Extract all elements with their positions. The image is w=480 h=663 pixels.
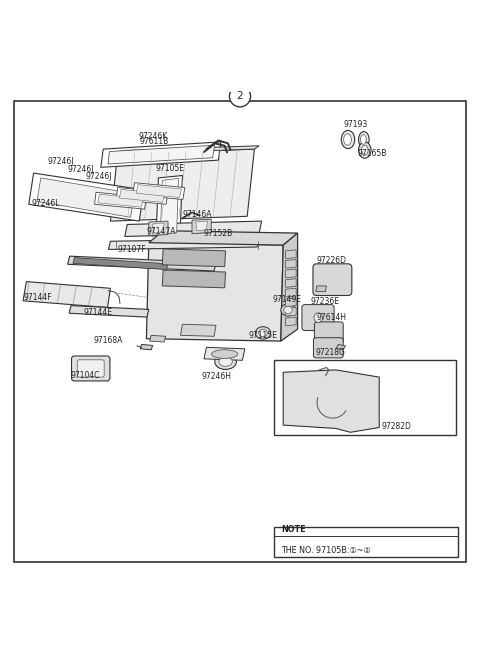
- Ellipse shape: [219, 357, 232, 366]
- Text: 97282D: 97282D: [382, 422, 411, 431]
- FancyBboxPatch shape: [314, 322, 343, 343]
- Text: NOTE: NOTE: [281, 525, 305, 534]
- Polygon shape: [286, 278, 296, 287]
- Polygon shape: [136, 184, 181, 198]
- Ellipse shape: [259, 330, 267, 337]
- FancyBboxPatch shape: [313, 264, 352, 296]
- Text: 97614H: 97614H: [317, 313, 347, 322]
- Polygon shape: [286, 259, 296, 268]
- Polygon shape: [118, 146, 259, 154]
- Polygon shape: [281, 233, 298, 341]
- FancyBboxPatch shape: [313, 337, 343, 358]
- Polygon shape: [146, 243, 283, 341]
- Text: 97246J: 97246J: [48, 157, 74, 166]
- Text: 97144E: 97144E: [84, 308, 113, 317]
- Text: 97168A: 97168A: [94, 336, 123, 345]
- Polygon shape: [69, 306, 149, 317]
- Polygon shape: [316, 286, 326, 292]
- Polygon shape: [68, 256, 216, 271]
- Text: 2: 2: [237, 91, 243, 101]
- Text: 97246J: 97246J: [85, 172, 112, 181]
- Polygon shape: [192, 219, 211, 233]
- Polygon shape: [116, 188, 168, 204]
- Text: 97218G: 97218G: [316, 349, 346, 357]
- Polygon shape: [153, 223, 164, 233]
- Bar: [274, 360, 456, 435]
- Polygon shape: [98, 194, 143, 207]
- Ellipse shape: [360, 135, 366, 145]
- Polygon shape: [286, 308, 296, 316]
- Polygon shape: [149, 231, 298, 245]
- FancyBboxPatch shape: [302, 304, 334, 331]
- Ellipse shape: [215, 354, 236, 369]
- Text: 97611B: 97611B: [139, 137, 168, 146]
- Ellipse shape: [281, 304, 295, 316]
- Ellipse shape: [359, 142, 371, 158]
- Text: THE NO. 97105B:①~②: THE NO. 97105B:①~②: [281, 546, 370, 555]
- Polygon shape: [150, 335, 166, 342]
- Text: 97246L: 97246L: [31, 199, 60, 208]
- Polygon shape: [204, 347, 245, 360]
- Text: 97149E: 97149E: [273, 294, 301, 304]
- Polygon shape: [140, 345, 153, 350]
- Polygon shape: [95, 192, 146, 209]
- Ellipse shape: [212, 350, 238, 359]
- Polygon shape: [286, 250, 296, 259]
- Text: 97104C: 97104C: [71, 371, 100, 381]
- Polygon shape: [283, 370, 379, 432]
- Text: 97246K: 97246K: [139, 132, 168, 141]
- Polygon shape: [162, 249, 226, 267]
- Text: 97147A: 97147A: [146, 227, 176, 237]
- Circle shape: [229, 86, 251, 107]
- Polygon shape: [286, 317, 296, 326]
- Ellipse shape: [359, 131, 369, 147]
- Polygon shape: [108, 239, 259, 249]
- Polygon shape: [286, 269, 296, 278]
- Polygon shape: [149, 221, 168, 235]
- Text: 97193: 97193: [343, 121, 368, 129]
- Ellipse shape: [314, 313, 323, 322]
- Text: 97107F: 97107F: [118, 245, 146, 254]
- Text: 97246H: 97246H: [201, 373, 231, 381]
- Text: 97115E: 97115E: [249, 331, 277, 339]
- Polygon shape: [29, 173, 144, 221]
- Ellipse shape: [284, 306, 292, 314]
- FancyBboxPatch shape: [77, 360, 104, 377]
- Ellipse shape: [344, 134, 351, 145]
- Text: 97144F: 97144F: [23, 293, 52, 302]
- Polygon shape: [37, 178, 134, 217]
- Polygon shape: [101, 142, 221, 167]
- Bar: [274, 527, 458, 557]
- Polygon shape: [23, 282, 110, 308]
- Polygon shape: [133, 183, 185, 200]
- Ellipse shape: [361, 145, 368, 155]
- Polygon shape: [73, 258, 168, 270]
- FancyBboxPatch shape: [72, 356, 110, 381]
- Polygon shape: [180, 324, 216, 336]
- Polygon shape: [108, 145, 215, 164]
- Polygon shape: [286, 298, 296, 306]
- Polygon shape: [286, 288, 296, 297]
- Polygon shape: [110, 149, 254, 221]
- Text: 97152B: 97152B: [204, 229, 233, 238]
- Text: 97105E: 97105E: [156, 164, 185, 173]
- Polygon shape: [162, 270, 226, 288]
- Polygon shape: [196, 221, 207, 231]
- Text: 97226D: 97226D: [317, 257, 347, 265]
- Ellipse shape: [341, 131, 355, 149]
- Ellipse shape: [255, 327, 271, 339]
- Text: 97165B: 97165B: [358, 149, 387, 158]
- Text: 97236E: 97236E: [311, 297, 339, 306]
- Polygon shape: [160, 178, 179, 235]
- Polygon shape: [125, 221, 262, 237]
- Polygon shape: [120, 190, 165, 202]
- Polygon shape: [336, 345, 346, 350]
- Text: 97146A: 97146A: [182, 210, 212, 219]
- Polygon shape: [156, 176, 182, 238]
- Text: 97246J: 97246J: [67, 165, 94, 174]
